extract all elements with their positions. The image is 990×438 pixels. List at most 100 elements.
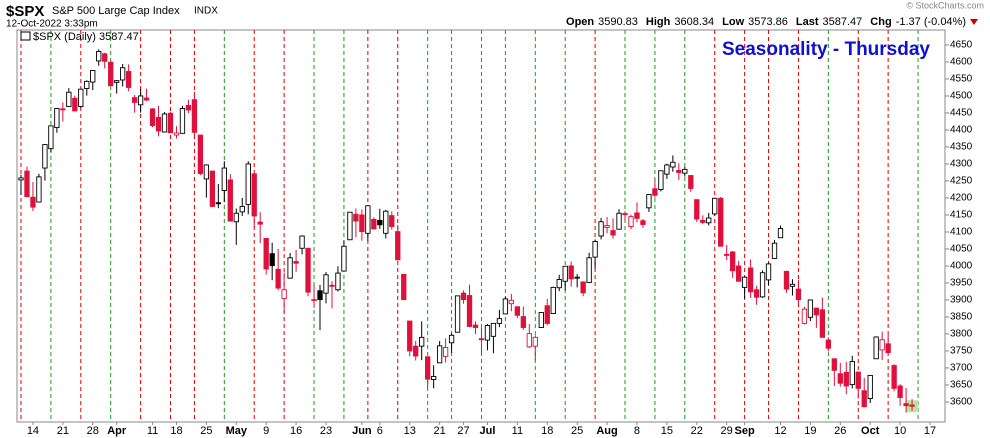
candle-body — [191, 99, 198, 133]
candle-body — [353, 213, 359, 222]
candle-body — [371, 218, 377, 230]
candle-body — [741, 276, 748, 288]
candle-body — [305, 247, 311, 293]
candle-body — [60, 108, 66, 111]
candle-body — [765, 263, 772, 281]
candle-body — [622, 213, 628, 216]
x-tick-label: 15 — [661, 425, 673, 437]
candle-body — [143, 97, 150, 101]
candle-body — [460, 292, 467, 301]
candle-body — [652, 188, 658, 196]
candle-body — [72, 97, 78, 112]
candle-body — [359, 214, 365, 233]
candle-body — [891, 365, 897, 389]
candle-body — [718, 197, 724, 247]
candle-body — [538, 312, 544, 328]
candle-body — [813, 307, 820, 316]
candle-body — [682, 168, 688, 174]
candle-body — [747, 267, 754, 293]
candle-body — [389, 215, 395, 227]
candle-body — [245, 163, 251, 205]
legend: $SPX (Daily) 3587.47 — [33, 31, 139, 43]
change-arrow — [970, 19, 978, 25]
candle-body — [317, 290, 323, 301]
candle-body — [108, 61, 114, 87]
candle-body — [413, 345, 419, 357]
candle-body — [807, 299, 814, 318]
candle-body — [42, 144, 48, 169]
candle-body — [436, 345, 443, 364]
candle-body — [161, 113, 168, 133]
candle-body — [269, 253, 275, 267]
candle-body — [197, 134, 204, 174]
x-tick-label: 8 — [634, 425, 640, 437]
y-tick-label: 4250 — [950, 176, 973, 187]
candle-body — [329, 284, 335, 287]
candle-body — [478, 338, 485, 341]
candle-body — [442, 347, 449, 357]
y-tick-label: 3700 — [950, 363, 973, 374]
x-tick-label: 17 — [924, 425, 936, 437]
candle-body — [885, 343, 891, 354]
candle-body — [131, 97, 138, 103]
x-tick-label: 16 — [290, 425, 302, 437]
stat-label: High — [646, 16, 671, 28]
candle-body — [66, 91, 72, 107]
candle-body — [568, 265, 574, 280]
chart-title: Seasonality - Thursday — [722, 39, 930, 60]
candle-body — [646, 194, 652, 209]
thursday-lines — [20, 30, 919, 422]
candle-body — [825, 339, 831, 349]
y-tick-label: 4150 — [950, 210, 973, 221]
y-tick-label: 3750 — [950, 346, 973, 357]
candle-body — [676, 169, 682, 173]
y-tick-label: 4300 — [950, 159, 973, 170]
y-tick-label: 4200 — [950, 193, 973, 204]
candle-body — [102, 53, 108, 62]
x-tick-label: Jun — [352, 425, 372, 437]
candle-body — [149, 108, 156, 126]
candle-body — [84, 80, 90, 89]
candle-body — [484, 324, 491, 341]
candle-body — [688, 175, 694, 189]
x-tick-label: 11 — [512, 425, 523, 437]
candle-body — [855, 371, 861, 389]
candle-body — [185, 105, 192, 111]
candle-body — [556, 279, 562, 289]
candle-body — [724, 253, 730, 256]
candle-body — [179, 108, 186, 134]
candle-body — [323, 274, 329, 294]
stat-label: Chg — [870, 16, 891, 28]
candle-body — [873, 336, 879, 360]
candle-body — [419, 336, 425, 347]
candle-body — [544, 305, 550, 324]
y-tick-label: 4050 — [950, 244, 973, 255]
x-tick-label: 28 — [87, 425, 99, 437]
candle-body — [401, 273, 407, 301]
candles — [18, 49, 919, 413]
candle-body — [879, 339, 885, 351]
candle-body — [634, 212, 640, 219]
stat-label: Last — [796, 16, 819, 28]
stat-value: 3573.86 — [748, 16, 788, 28]
y-tick-label: 4100 — [950, 227, 973, 238]
x-tick-label: 18 — [541, 425, 553, 437]
candle-body — [861, 390, 867, 408]
x-tick-label: 25 — [571, 425, 583, 437]
stat-value: 3590.83 — [598, 16, 638, 28]
candle-body — [514, 306, 521, 316]
x-tick-label: 13 — [404, 425, 416, 437]
exchange: INDX — [194, 6, 218, 17]
candle-body — [275, 268, 281, 289]
stat-value: -1.37 (-0.04%) — [896, 16, 966, 28]
copyright: © StockCharts.com — [906, 0, 984, 10]
candle-body — [299, 235, 305, 249]
x-tick-label: Jul — [480, 425, 496, 437]
candle-body — [628, 216, 634, 227]
stats: Open 3590.83 High 3608.34 Low 3573.86 Last 3587… — [566, 16, 966, 28]
candle-body — [640, 220, 646, 225]
candle-body — [251, 173, 257, 217]
candle-body — [730, 251, 736, 272]
candle-body — [777, 228, 784, 239]
